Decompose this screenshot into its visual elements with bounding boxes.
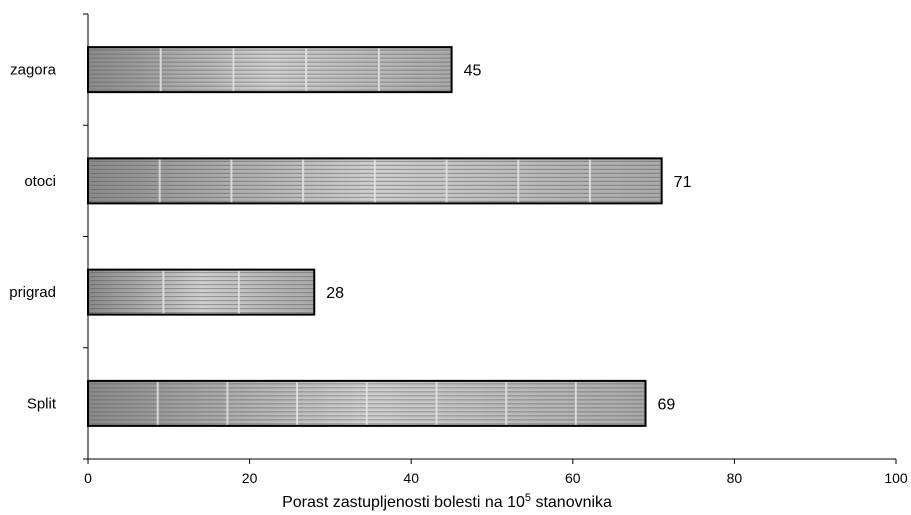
bar-stripes-split	[88, 380, 646, 426]
category-label-zagora: zagora	[10, 62, 57, 79]
bar-stripes-prigrad	[88, 269, 315, 315]
x-axis-title-unit: stanovnika	[531, 494, 612, 511]
bar-group-prigrad: 28 prigrad	[9, 268, 344, 316]
category-label-split: Split	[27, 395, 57, 412]
x-tick-label: 100	[884, 470, 908, 486]
x-axis-title: Porast zastupljenosti bolesti na 105 sta…	[282, 492, 612, 511]
x-axis-title-superscript: 5	[525, 492, 531, 504]
x-tick-label: 80	[727, 470, 743, 486]
bar-stripes-zagora	[88, 47, 452, 93]
category-label-prigrad: prigrad	[9, 284, 56, 301]
data-label-prigrad: 28	[326, 285, 344, 302]
bar-group-otoci: 71 otoci	[24, 157, 692, 205]
bar-group-zagora: 45 zagora	[10, 46, 482, 94]
data-label-zagora: 45	[464, 63, 482, 80]
x-tick-label: 60	[565, 470, 581, 486]
bars-layer: 45 zagora 71 otoci 28 prigrad 69 Split	[9, 46, 692, 427]
ticks-layer: 0 20 40 60 80 100	[83, 13, 908, 486]
category-label-otoci: otoci	[24, 173, 56, 190]
x-tick-label: 20	[242, 470, 258, 486]
data-label-split: 69	[658, 396, 676, 413]
x-tick-label: 40	[403, 470, 419, 486]
x-axis-title-main: Porast zastupljenosti bolesti na 10	[282, 494, 525, 511]
bar-stripes-otoci	[88, 158, 662, 204]
data-label-otoci: 71	[674, 174, 692, 191]
x-tick-label: 0	[84, 470, 92, 486]
bar-group-split: 69 Split	[27, 379, 676, 427]
